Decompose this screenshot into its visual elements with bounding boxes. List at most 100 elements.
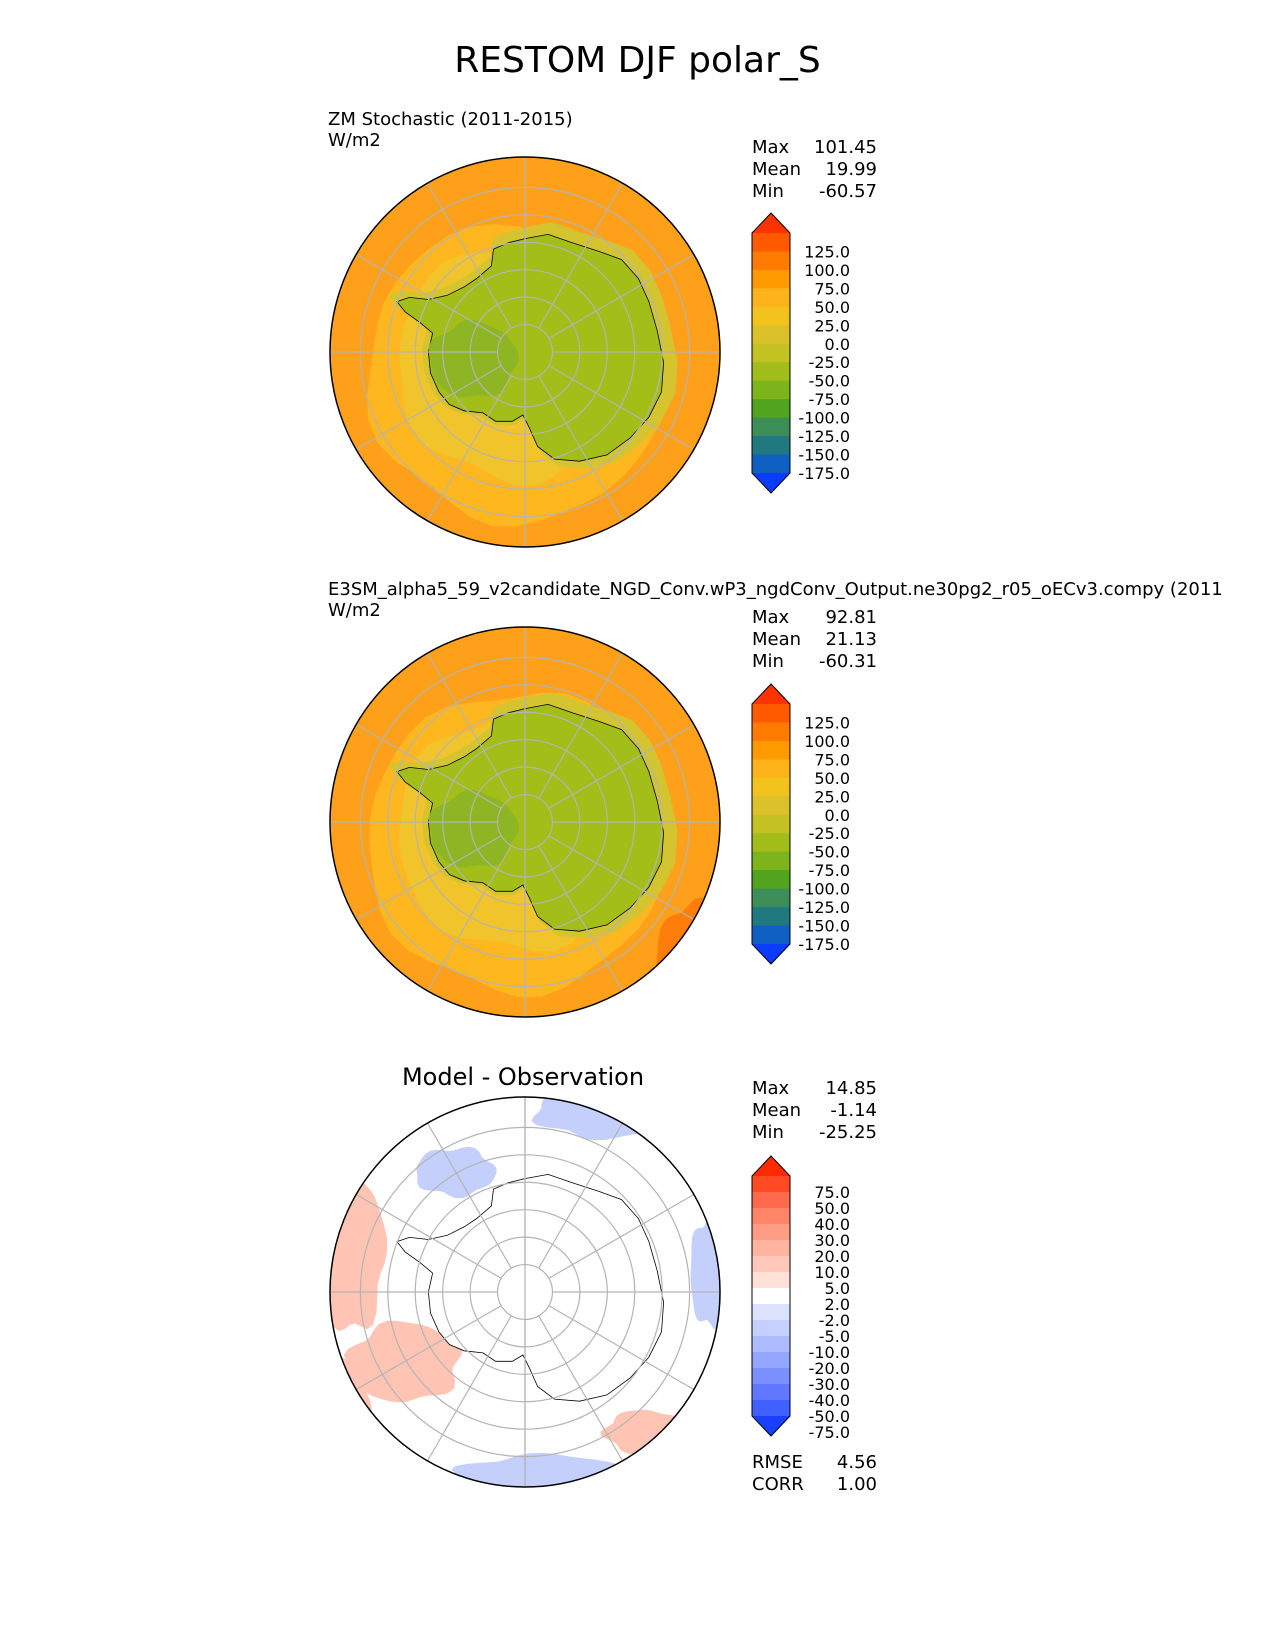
stat-max: 92.81: [825, 607, 877, 628]
colorbar-tick-label: 50.0: [814, 769, 850, 788]
colorbar-tick-label: 0.0: [825, 806, 850, 825]
map-boundary: [329, 626, 721, 1018]
stat-label: Max: [752, 137, 790, 158]
meridian-gridline: [548, 834, 695, 921]
stat-mean: -1.14: [830, 1100, 877, 1121]
colorbar-tick-label: 50.0: [814, 298, 850, 317]
panel1-title: ZM Stochastic (2011-2015): [328, 109, 573, 130]
panel1-units: W/m2: [328, 130, 381, 151]
metric-rmse: 4.56: [836, 1452, 877, 1473]
colorbar-tick-label: -50.0: [809, 1407, 850, 1426]
meridian-gridline: [548, 1304, 695, 1391]
stat-max: 101.45: [814, 137, 877, 158]
colorbar-tick-label: -50.0: [809, 372, 850, 391]
colorbar-segment: [752, 777, 790, 797]
colorbar-tick-label: 0.0: [825, 335, 850, 354]
colorbar-extend-max: [752, 213, 790, 233]
colorbar-outline: [751, 212, 791, 494]
colorbar-segment: [752, 1336, 790, 1353]
colorbar-extend-max: [752, 684, 790, 704]
colorbar-extend-max: [752, 1156, 790, 1176]
colorbar-segment: [752, 1256, 790, 1273]
panel2-polar-map: [329, 626, 721, 1018]
colorbar-segment: [752, 1320, 790, 1337]
stat-mean: 19.99: [825, 159, 877, 180]
panel1-polar-map: [329, 156, 721, 548]
colorbar-tick-label: -10.0: [809, 1343, 850, 1362]
colorbar-segment: [752, 1288, 790, 1305]
colorbar-segment: [752, 288, 790, 308]
colorbar-tick-label: 25.0: [814, 316, 850, 335]
panel3-polar-map: [329, 1096, 721, 1488]
colorbar-tick-label: 50.0: [814, 1199, 850, 1218]
colorbar-extend-min: [752, 473, 790, 493]
colorbar-tick-label: -20.0: [809, 1359, 850, 1378]
panel3-metrics: RMSE 4.56 CORR 1.00: [752, 1452, 877, 1496]
antarctica-land: [396, 703, 665, 932]
meridian-gridline: [355, 834, 502, 921]
meridian-gridline: [426, 845, 513, 992]
antarctica-land: [396, 233, 665, 462]
colorbar-segment: [752, 740, 790, 760]
colorbar-segment: [752, 833, 790, 853]
colorbar-segment: [752, 325, 790, 345]
meridian-gridline: [537, 182, 624, 329]
west-antarctica-region: [428, 319, 519, 398]
stat-label: Mean: [752, 1100, 802, 1121]
meridian-gridline: [548, 253, 695, 340]
colorbar-tick-label: -125.0: [798, 427, 850, 446]
panel1-colorbar: 125.0100.075.050.025.00.0-25.0-50.0-75.0…: [751, 212, 850, 494]
colorbar-tick-label: -2.0: [819, 1311, 850, 1330]
colorbar-segment: [752, 1208, 790, 1225]
colorbar-segment: [752, 888, 790, 908]
colorbar-tick-label: 20.0: [814, 1247, 850, 1266]
figure-title: RESTOM DJF polar_S: [454, 40, 821, 81]
colorbar-segment: [752, 399, 790, 419]
colorbar-tick-label: -25.0: [809, 824, 850, 843]
colorbar-segment: [752, 343, 790, 363]
colorbar-segment: [752, 233, 790, 253]
antarctica-outline: [396, 1173, 665, 1402]
meridian-gridline: [355, 723, 502, 810]
colorbar-tick-label: 2.0: [825, 1295, 850, 1314]
colorbar-segment: [752, 1192, 790, 1209]
colorbar-tick-label: -100.0: [798, 880, 850, 899]
colorbar-tick-label: 10.0: [814, 1263, 850, 1282]
colorbar-tick-label: 5.0: [825, 1279, 850, 1298]
stat-label: Max: [752, 607, 790, 628]
stat-label: Min: [752, 181, 784, 202]
colorbar-tick-label: 100.0: [804, 261, 850, 280]
colorbar-tick-label: -175.0: [798, 935, 850, 954]
stat-label: Mean: [752, 629, 802, 650]
meridian-gridline: [537, 652, 624, 799]
meridian-gridline: [537, 1315, 624, 1462]
colorbar-tick-label: -100.0: [798, 409, 850, 428]
stat-max: 14.85: [825, 1078, 877, 1099]
meridian-gridline: [355, 1304, 502, 1391]
colorbar-segment: [752, 851, 790, 871]
panel2-title: E3SM_alpha5_59_v2candidate_NGD_Conv.wP3_…: [328, 579, 1223, 600]
meridian-gridline: [548, 1193, 695, 1280]
panel2-units: W/m2: [328, 600, 381, 621]
colorbar-tick-label: 100.0: [804, 732, 850, 751]
meridian-gridline: [355, 1193, 502, 1280]
colorbar-segment: [752, 380, 790, 400]
colorbar-segment: [752, 814, 790, 834]
stat-label: Min: [752, 651, 784, 672]
negative-anomaly-region: [451, 1453, 641, 1487]
colorbar-tick-label: -125.0: [798, 898, 850, 917]
colorbar-segment: [752, 759, 790, 779]
colorbar-extend-min: [752, 1416, 790, 1436]
colorbar-tick-label: -150.0: [798, 446, 850, 465]
panel1-stats: Max 101.45 Mean 19.99 Min -60.57: [752, 137, 877, 203]
colorbar-segment: [752, 704, 790, 724]
colorbar-segment: [752, 417, 790, 437]
colorbar-segment: [752, 1224, 790, 1241]
colorbar-segment: [752, 925, 790, 945]
colorbar-tick-label: -75.0: [809, 861, 850, 880]
panel2-colorbar: 125.0100.075.050.025.00.0-25.0-50.0-75.0…: [751, 683, 850, 965]
colorbar-segment: [752, 870, 790, 890]
map-boundary: [329, 156, 721, 548]
metric-label: CORR: [752, 1474, 804, 1495]
colorbar-segment: [752, 1240, 790, 1257]
